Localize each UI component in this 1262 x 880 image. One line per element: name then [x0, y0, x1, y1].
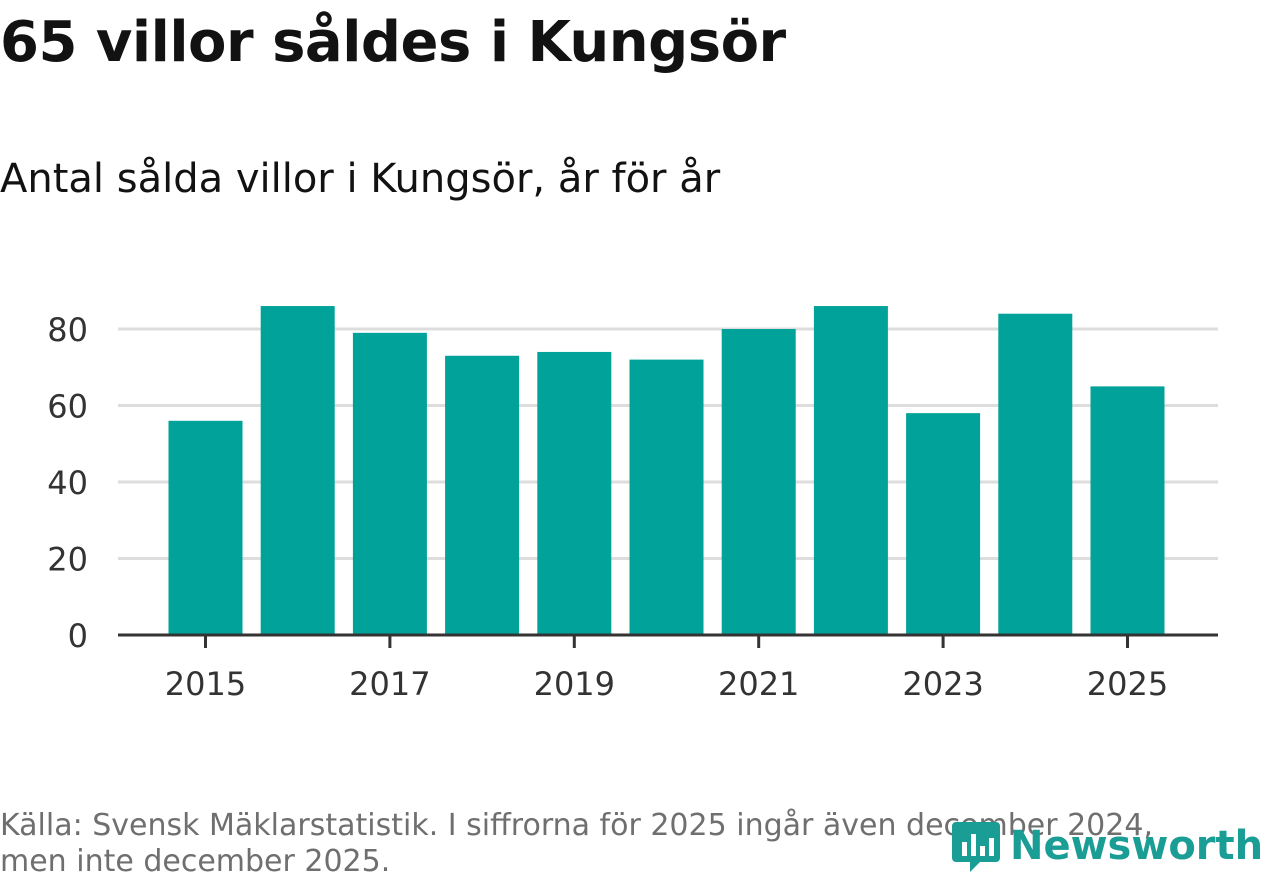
x-tick-label: 2023 [902, 665, 983, 703]
bar [168, 420, 243, 635]
bar [352, 332, 427, 635]
bar-chart: 0 20 40 60 80 2015 2017 2019 2021 2023 2025 [47, 306, 1218, 703]
brand-name: Newsworthy [1010, 823, 1262, 869]
bar [629, 359, 704, 635]
x-tick-label: 2015 [165, 665, 246, 703]
y-tick-label: 0 [68, 617, 88, 655]
chart-subtitle: Antal sålda villor i Kungsör, år för år [0, 156, 721, 202]
bar [998, 313, 1073, 635]
bar [906, 413, 981, 635]
x-tick-label: 2017 [349, 665, 430, 703]
bar [721, 329, 796, 635]
x-tick-label: 2025 [1087, 665, 1168, 703]
x-tick-label: 2019 [534, 665, 615, 703]
newsworthy-logo-icon [952, 822, 1000, 872]
y-tick-label: 40 [47, 464, 88, 502]
bar [445, 355, 520, 635]
y-tick-label: 60 [47, 388, 88, 426]
brand-logo: Newsworthy [950, 818, 1262, 874]
bar [260, 306, 335, 635]
bar [537, 351, 612, 635]
bar [813, 306, 888, 635]
x-tick-label: 2021 [718, 665, 799, 703]
y-tick-label: 80 [47, 311, 88, 349]
bar [1090, 386, 1165, 635]
y-tick-label: 20 [47, 541, 88, 579]
chart-title: 65 villor såldes i Kungsör [0, 10, 786, 75]
